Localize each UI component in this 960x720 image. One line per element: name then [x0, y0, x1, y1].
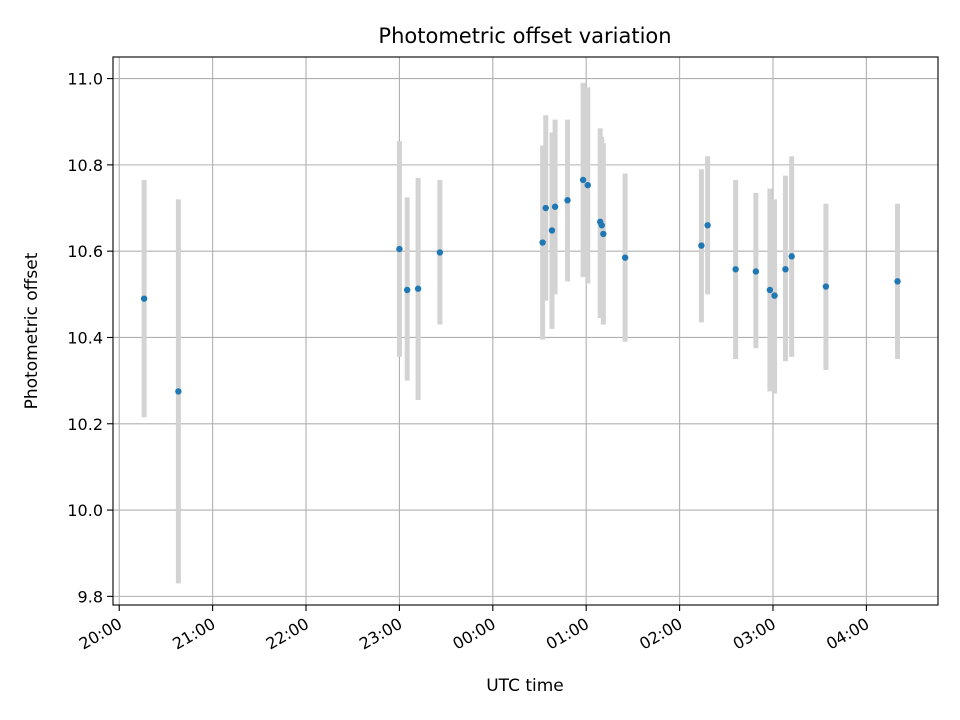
data-point — [548, 227, 556, 234]
data-point — [788, 253, 795, 260]
data-point — [822, 283, 830, 290]
data-point — [621, 254, 629, 261]
plot-frame — [112, 56, 939, 606]
chart-title: Photometric offset variation — [378, 24, 671, 48]
data-point — [551, 203, 559, 210]
data-point — [564, 197, 571, 204]
y-tick-label: 10.0 — [67, 501, 103, 520]
data-point — [600, 230, 607, 238]
data-point — [698, 242, 705, 249]
y-tick-label: 10.2 — [67, 415, 103, 434]
data-point — [579, 176, 587, 184]
data-point — [403, 286, 411, 294]
data-point — [732, 266, 739, 273]
data-point — [704, 222, 711, 229]
y-tick-label: 9.8 — [78, 587, 103, 606]
data-point — [584, 181, 591, 189]
y-tick-label: 10.8 — [67, 156, 103, 175]
data-point — [436, 249, 444, 256]
data-point — [766, 286, 774, 294]
data-point — [752, 268, 760, 275]
data-point — [894, 278, 901, 285]
x-axis-label: UTC time — [486, 676, 564, 696]
y-tick-label: 10.6 — [67, 242, 103, 261]
grid — [113, 57, 938, 605]
y-tick-label: 10.4 — [67, 328, 103, 347]
data-point — [414, 285, 422, 292]
data-point — [542, 204, 549, 212]
data-point — [539, 239, 546, 246]
data-point — [175, 388, 182, 395]
y-axis-label: Photometric offset — [22, 252, 42, 409]
data-point — [140, 295, 148, 302]
data-point — [396, 245, 403, 253]
y-axis-ticks: 9.8 10.0 10.2 10.4 10.6 10.8 11.0 — [67, 70, 113, 606]
data-point — [771, 292, 778, 299]
y-tick-label: 11.0 — [67, 70, 103, 89]
data-point — [598, 222, 605, 229]
data-points — [140, 176, 901, 395]
data-point — [782, 266, 789, 273]
